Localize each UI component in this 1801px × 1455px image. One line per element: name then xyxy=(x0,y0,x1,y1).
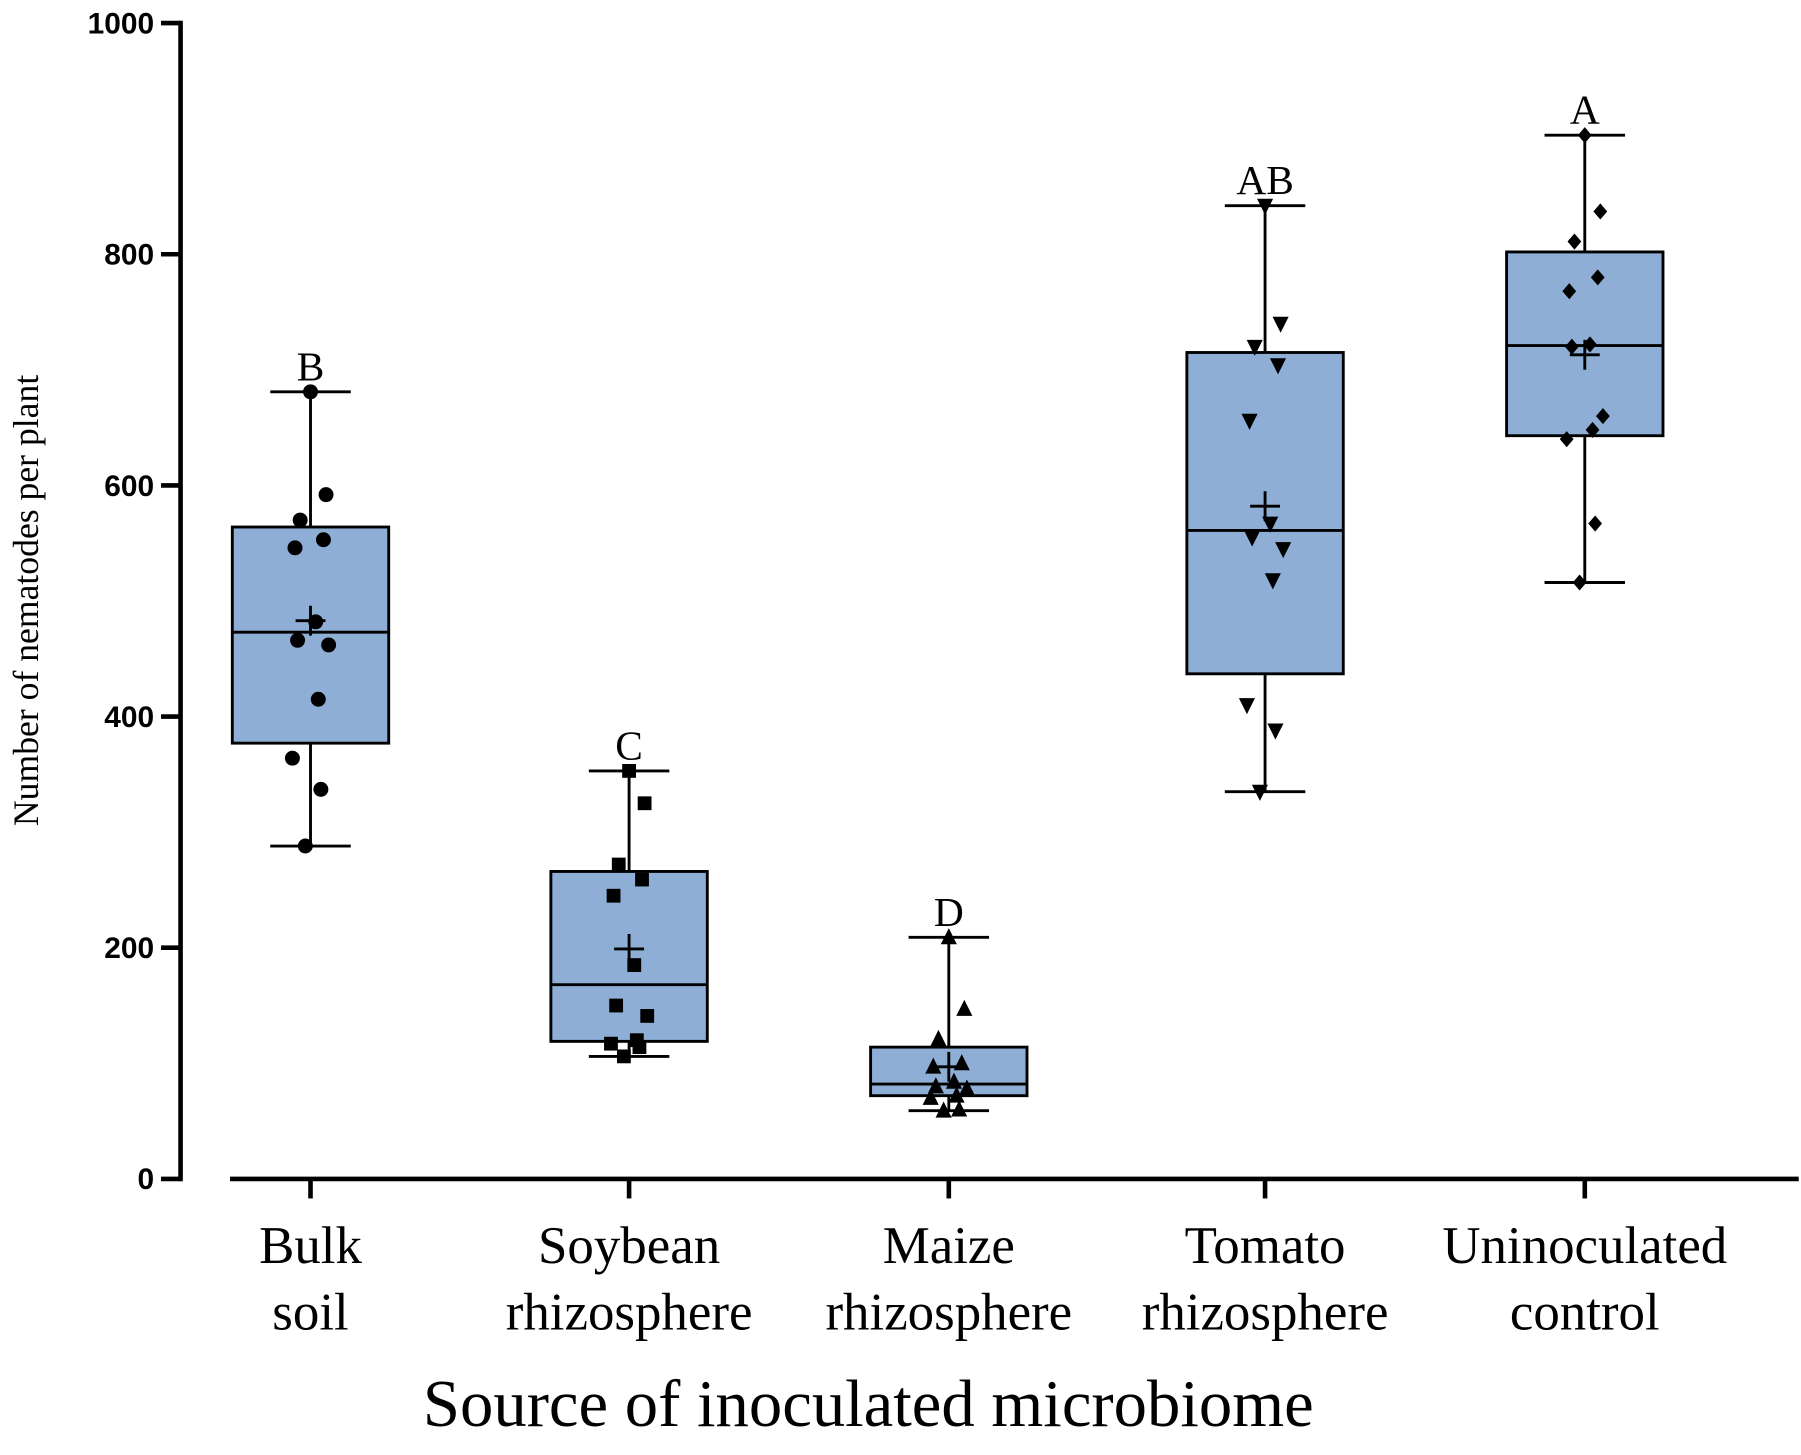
data-point xyxy=(1272,316,1289,333)
mean-marker xyxy=(614,933,645,964)
x-tick-label: Tomato xyxy=(1185,1217,1346,1275)
x-tick-label: soil xyxy=(272,1284,348,1342)
data-point xyxy=(1257,198,1274,215)
mean-marker xyxy=(295,605,326,636)
y-tick-label: 0 xyxy=(137,1163,154,1196)
y-tick-label: 600 xyxy=(104,470,154,503)
data-point xyxy=(1572,574,1587,591)
data-point xyxy=(617,1049,631,1064)
data-point xyxy=(315,532,331,548)
data-point xyxy=(1585,421,1600,438)
data-point xyxy=(925,1057,942,1074)
data-point xyxy=(922,1088,939,1105)
significance-letter: B xyxy=(297,343,325,389)
x-tick-label: Uninoculated xyxy=(1442,1217,1727,1275)
x-tick-label: control xyxy=(1510,1284,1660,1342)
data-point xyxy=(1238,698,1256,715)
data-point xyxy=(604,1036,618,1051)
data-point xyxy=(321,637,337,653)
significance-letter: D xyxy=(934,889,964,935)
data-point xyxy=(622,763,636,778)
data-point xyxy=(1593,203,1608,220)
y-tick-label: 1000 xyxy=(88,7,154,40)
y-tick-label: 800 xyxy=(104,239,154,272)
x-tick-label: Bulk xyxy=(259,1217,362,1275)
significance-letter: A xyxy=(1570,87,1600,133)
data-point xyxy=(1588,515,1603,532)
data-point xyxy=(1241,413,1258,430)
x-tick-label: rhizosphere xyxy=(1142,1284,1389,1342)
significance-letter: C xyxy=(615,722,643,768)
data-point xyxy=(1264,573,1281,590)
data-point xyxy=(627,958,642,972)
mean-marker xyxy=(1250,491,1281,522)
y-tick-label: 200 xyxy=(104,932,154,965)
data-point xyxy=(951,1100,968,1117)
data-point xyxy=(1251,784,1268,801)
data-point xyxy=(1269,358,1287,375)
data-point xyxy=(635,872,649,887)
x-tick-label: rhizosphere xyxy=(506,1284,753,1342)
y-axis-title: Number of nematodes per plant xyxy=(6,375,46,826)
x-axis-title: Source of inoculated microbiome xyxy=(423,1368,1314,1441)
data-point xyxy=(284,750,300,766)
data-point xyxy=(1267,723,1284,740)
data-point xyxy=(611,857,626,872)
x-tick-label: Soybean xyxy=(538,1217,720,1275)
data-point xyxy=(637,796,652,811)
data-point xyxy=(287,540,303,556)
x-tick-label: Maize xyxy=(883,1217,1015,1275)
data-point xyxy=(948,1086,965,1103)
mean-marker xyxy=(1569,339,1600,370)
data-point xyxy=(1246,339,1263,356)
y-tick-label: 400 xyxy=(104,701,154,734)
data-point xyxy=(310,691,326,707)
data-point xyxy=(958,1079,975,1096)
data-point xyxy=(956,999,973,1016)
data-point xyxy=(606,888,621,903)
x-tick-label: rhizosphere xyxy=(825,1284,1072,1342)
data-point xyxy=(290,632,306,648)
data-point xyxy=(927,1077,944,1094)
data-point xyxy=(318,487,334,503)
data-point xyxy=(297,838,313,854)
data-point xyxy=(1275,542,1292,559)
mean-marker xyxy=(933,1051,964,1082)
data-point xyxy=(632,1040,647,1055)
data-point xyxy=(609,998,624,1013)
data-point xyxy=(303,384,318,400)
data-point xyxy=(1577,127,1592,144)
data-point xyxy=(1244,530,1261,547)
data-point xyxy=(930,1029,947,1046)
significance-letter: AB xyxy=(1236,157,1294,203)
data-point xyxy=(640,1009,655,1023)
data-point xyxy=(945,1072,963,1089)
data-point xyxy=(313,781,329,797)
data-point xyxy=(1567,233,1582,250)
data-point xyxy=(935,1101,952,1118)
data-point xyxy=(292,512,308,528)
data-point xyxy=(940,928,957,945)
